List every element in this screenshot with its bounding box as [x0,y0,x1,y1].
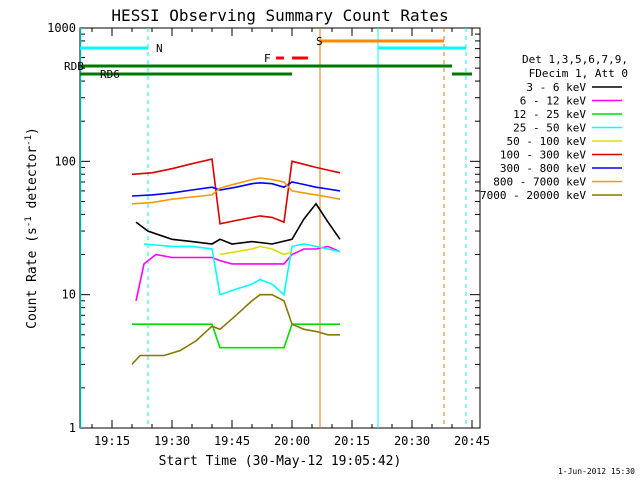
series-line-3 [143,243,341,297]
legend-label: 12 - 25 keV [513,108,586,121]
x-tick-label: 19:45 [214,434,250,448]
x-tick-label: 19:15 [94,434,130,448]
legend-label: 100 - 300 keV [500,149,586,162]
legend-label: 50 - 100 keV [507,135,587,148]
x-tick-label: 20:30 [394,434,430,448]
series-line-6 [131,181,341,197]
legend-label: 300 - 800 keV [500,162,586,175]
legend-label: 3 - 6 keV [526,81,586,94]
markers: N S F RDB RD6 [64,28,472,428]
x-ticks: 19:15 19:30 19:45 20:00 20:15 20:30 20:45 [91,28,490,448]
series-line-2 [132,323,340,349]
ylabel-sup2: -1 [24,135,34,146]
legend-label: 6 - 12 keV [520,95,587,108]
series-line-7 [131,177,341,205]
rd6-flag-label: RD6 [100,68,120,81]
ylabel-sup1: -1 [24,216,34,227]
rdb-flag-label: RDB [64,60,84,73]
series-line-5 [131,158,341,225]
legend-header-2: FDecim 1, Att 0 [529,67,628,80]
ylabel-mid: detector [25,146,40,217]
legend-label: 800 - 7000 keV [493,176,586,189]
y-tick-label: 1 [69,421,76,435]
y-axis-title: Count Rate (s-1 detector-1) [24,127,40,329]
legend-header-1: Det 1,3,5,6,7,9, [522,53,628,66]
x-tick-label: 20:45 [454,434,490,448]
n-flag-label: N [156,42,163,55]
legend-label: 7000 - 20000 keV [480,189,586,202]
ylabel-end: ) [25,127,40,135]
y-ticks: 1 10 100 1000 [47,21,480,435]
y-tick-label: 100 [54,154,76,168]
s-flag-label: S [316,35,323,48]
legend-label: 25 - 50 keV [513,122,586,135]
series-line-4 [219,245,293,256]
series-line-0 [135,202,341,245]
y-tick-label: 10 [62,288,76,302]
series-lines [131,158,341,365]
legend: Det 1,3,5,6,7,9, FDecim 1, Att 0 [522,53,628,80]
x-tick-label: 19:30 [154,434,190,448]
x-tick-label: 20:00 [274,434,310,448]
plot-frame [79,27,481,429]
chart-title: HESSI Observing Summary Count Rates [111,6,448,25]
ylabel-main: Count Rate (s [25,227,40,329]
x-tick-label: 20:15 [334,434,370,448]
y-tick-label: 1000 [47,21,76,35]
series-line-1 [135,245,341,301]
series-line-8 [131,293,340,365]
svg-text:Count Rate (s-1 detector-1): Count Rate (s-1 detector-1) [24,127,40,329]
footer-date: 1-Jun-2012 15:30 [558,467,635,476]
x-axis-title: Start Time (30-May-12 19:05:42) [159,454,402,469]
f-flag-label: F [264,52,271,65]
